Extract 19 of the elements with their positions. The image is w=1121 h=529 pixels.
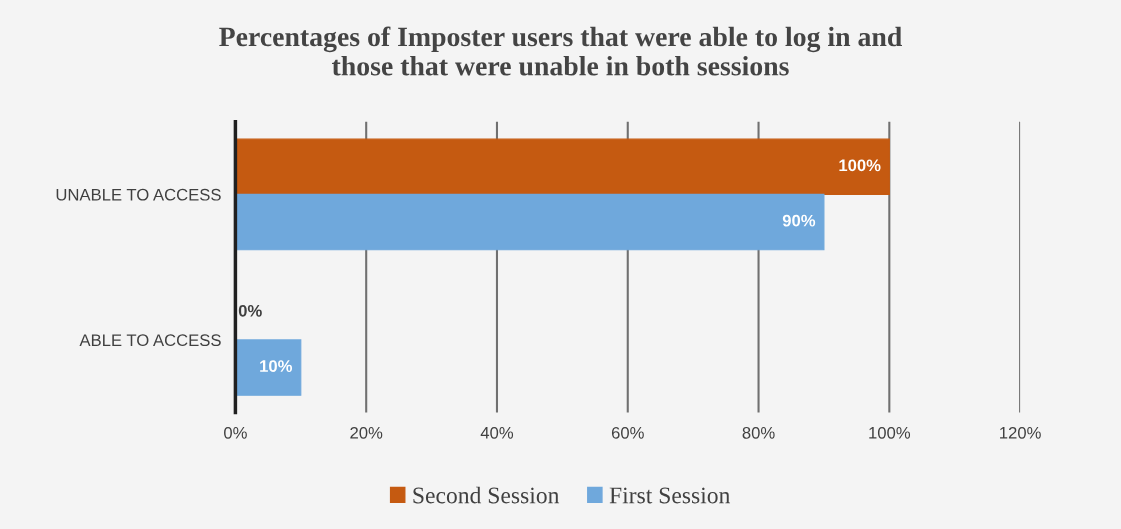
legend-label: First Session (609, 487, 731, 504)
x-tick-label: 0% (224, 426, 247, 439)
data-label: 0% (238, 304, 262, 317)
legend-label: Second Session (413, 486, 560, 504)
x-tick-label: 20% (350, 426, 383, 439)
x-tick-label: 60% (611, 426, 644, 439)
x-tick-label: 120% (1000, 426, 1041, 439)
data-label: 100% (839, 159, 881, 172)
bar (235, 193, 825, 251)
y-tick-label: ABLE TO ACCESS (79, 334, 221, 347)
x-tick-label: 100% (869, 426, 911, 439)
data-label: 10% (260, 360, 293, 372)
x-tick-label: 40% (480, 426, 514, 439)
x-tick-label: 80% (742, 426, 775, 439)
chart-title: Percentages of Imposter users that were able to log in and those that were unable in both sessions (219, 26, 902, 76)
bar (235, 339, 302, 396)
y-tick-label: UNABLE TO ACCESS (56, 188, 221, 201)
data-label: 90% (782, 214, 816, 227)
bar (235, 138, 890, 195)
